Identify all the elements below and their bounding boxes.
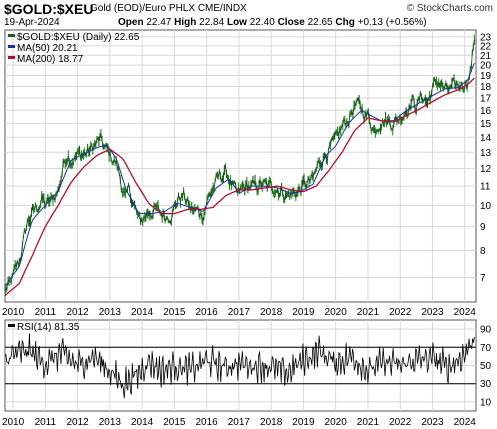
rsi-x-tick-label: 2011 xyxy=(35,417,57,428)
price-y-tick-label: 21 xyxy=(480,51,492,62)
rsi-y-tick-label: 10 xyxy=(480,397,492,408)
price-y-tick-label: 17 xyxy=(480,94,492,105)
price-y-tick-label: 7 xyxy=(480,273,486,284)
price-x-tick-label: 2010 xyxy=(2,307,25,318)
rsi-y-tick-label: 90 xyxy=(480,325,492,336)
price-y-tick-label: 18 xyxy=(480,82,492,93)
legend-entry: MA(50) 20.21 xyxy=(17,43,78,54)
price-y-tick-label: 19 xyxy=(480,71,492,82)
price-y-tick-label: 22 xyxy=(480,41,492,52)
stockcharts-watermark: © StockCharts.com xyxy=(406,3,493,14)
chg-value: +0.13 (+0.56%) xyxy=(357,17,427,28)
price-y-tick-label: 16 xyxy=(480,106,492,117)
symbol-title: $GOLD:$XEU xyxy=(4,1,94,17)
price-x-tick-label: 2012 xyxy=(66,307,89,318)
rsi-y-tick-label: 50 xyxy=(480,361,492,372)
price-y-tick-label: 13 xyxy=(480,148,492,159)
rsi-x-tick-label: 2021 xyxy=(357,417,380,428)
price-x-tick-label: 2024 xyxy=(454,307,477,318)
rsi-legend-swatch xyxy=(8,324,15,327)
price-y-tick-label: 14 xyxy=(480,133,492,144)
price-x-tick-label: 2019 xyxy=(292,307,315,318)
price-y-tick-label: 9 xyxy=(480,222,486,233)
price-y-tick-label: 8 xyxy=(480,246,486,257)
rsi-x-tick-label: 2013 xyxy=(99,417,122,428)
price-y-tick-label: 20 xyxy=(480,61,492,72)
quote-date: 19-Apr-2024 xyxy=(4,17,60,28)
price-y-tick-label: 11 xyxy=(480,182,491,193)
rsi-legend-entry: RSI(14) 81.35 xyxy=(17,322,80,333)
rsi-y-tick-label: 70 xyxy=(480,343,492,354)
legend-swatch xyxy=(8,56,15,59)
price-x-tick-label: 2020 xyxy=(325,307,348,318)
rsi-x-tick-label: 2010 xyxy=(2,417,25,428)
ma200-line xyxy=(4,77,475,297)
instrument-description: Gold (EOD)/Euro PHLX CME/INDX xyxy=(90,3,247,14)
ma50-line xyxy=(4,62,475,287)
rsi-x-tick-label: 2024 xyxy=(454,417,477,428)
close-value: 22.65 xyxy=(307,17,333,28)
chg-label: Chg xyxy=(335,17,355,28)
price-x-tick-label: 2011 xyxy=(35,307,57,318)
low-value: 22.40 xyxy=(249,17,275,28)
rsi-x-tick-label: 2019 xyxy=(292,417,315,428)
close-label: Close xyxy=(277,17,305,28)
rsi-x-tick-label: 2018 xyxy=(260,417,283,428)
rsi-x-tick-label: 2012 xyxy=(66,417,89,428)
price-panel-frame xyxy=(4,29,477,303)
open-value: 22.47 xyxy=(146,17,172,28)
price-y-tick-label: 23 xyxy=(480,32,492,43)
rsi-x-tick-label: 2014 xyxy=(131,417,154,428)
price-x-tick-label: 2016 xyxy=(196,307,219,318)
rsi-y-tick-label: 30 xyxy=(480,379,492,390)
high-label: High xyxy=(174,17,197,28)
price-x-tick-label: 2017 xyxy=(228,307,251,318)
rsi-line xyxy=(4,333,475,399)
high-value: 22.84 xyxy=(199,17,225,28)
legend-entry: $GOLD:$XEU (Daily) 22.65 xyxy=(17,32,140,43)
legend-swatch xyxy=(8,45,15,48)
price-x-tick-label: 2015 xyxy=(163,307,186,318)
price-y-tick-label: 15 xyxy=(480,119,492,130)
rsi-x-tick-label: 2017 xyxy=(228,417,251,428)
price-x-tick-label: 2014 xyxy=(131,307,154,318)
open-label: Open xyxy=(118,17,144,28)
price-y-tick-label: 10 xyxy=(480,201,492,212)
rsi-x-tick-label: 2015 xyxy=(163,417,186,428)
price-x-tick-label: 2022 xyxy=(389,307,412,318)
rsi-x-tick-label: 2016 xyxy=(196,417,219,428)
price-x-tick-label: 2023 xyxy=(421,307,444,318)
legend-swatch xyxy=(8,34,15,37)
legend-entry: MA(200) 18.77 xyxy=(17,54,84,65)
price-y-tick-label: 12 xyxy=(480,164,492,175)
rsi-x-tick-label: 2023 xyxy=(421,417,444,428)
ohlc-readout: Open 22.47 High 22.84 Low 22.40 Close 22… xyxy=(118,17,427,28)
rsi-x-tick-label: 2022 xyxy=(389,417,412,428)
rsi-x-tick-label: 2020 xyxy=(325,417,348,428)
price-x-tick-label: 2021 xyxy=(357,307,380,318)
price-x-tick-label: 2013 xyxy=(99,307,122,318)
low-label: Low xyxy=(226,17,247,28)
price-x-tick-label: 2018 xyxy=(260,307,283,318)
